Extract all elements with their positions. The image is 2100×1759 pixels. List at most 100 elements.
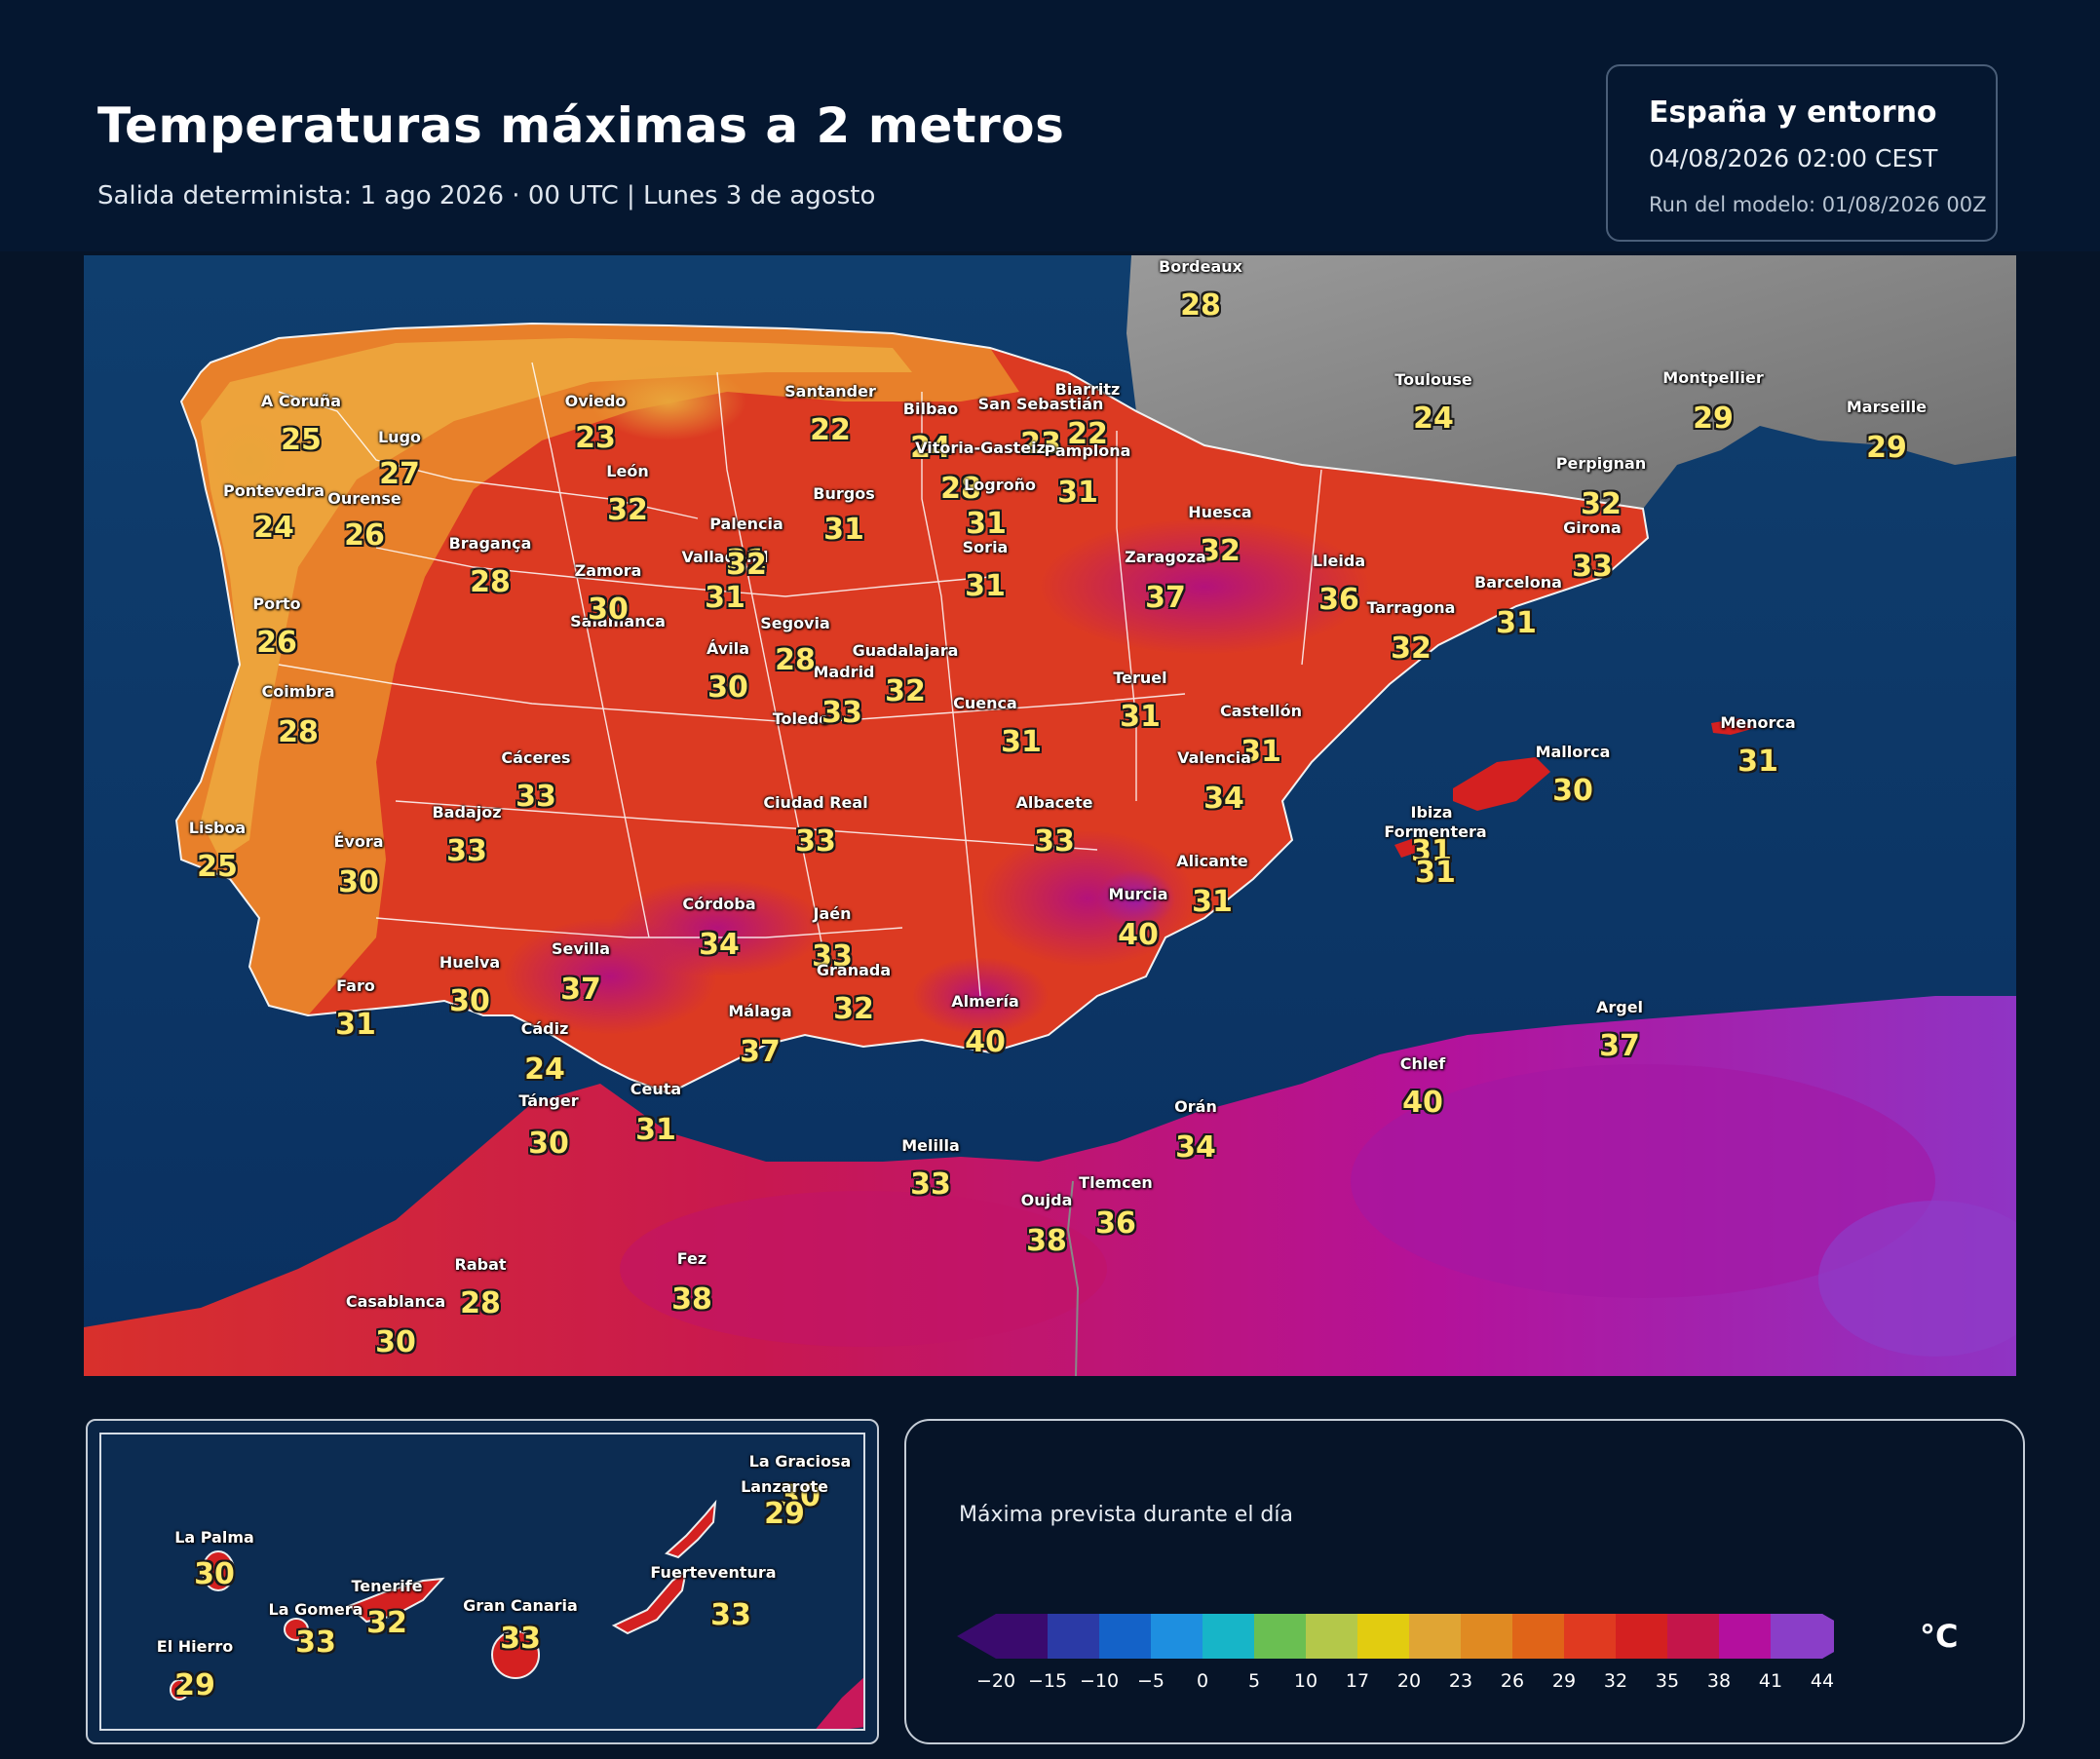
city-name: Bragança <box>448 534 532 553</box>
city-temp: 28 <box>470 565 511 599</box>
colorbar-segment <box>1616 1614 1668 1659</box>
legend-label: Máxima prevista durante el día <box>959 1503 1293 1527</box>
city-temp: 36 <box>1318 583 1359 617</box>
colorbar-tick-label: 10 <box>1293 1670 1318 1692</box>
colorbar-segment <box>1461 1614 1513 1659</box>
city-temp: 33 <box>1572 550 1613 584</box>
city-temp: 37 <box>560 973 601 1007</box>
city-temp: 40 <box>1402 1086 1443 1120</box>
city-name: Ciudad Real <box>763 793 868 812</box>
city-name: Granada <box>816 961 892 979</box>
city-temp: 34 <box>699 928 740 962</box>
city-temp: 30 <box>375 1325 416 1359</box>
city-name: Toledo <box>772 709 830 728</box>
city-name: Rabat <box>454 1255 507 1274</box>
colorbar-segment <box>1357 1614 1410 1659</box>
city-name: Córdoba <box>682 895 756 913</box>
city-name: Formentera <box>1384 822 1487 841</box>
city-name: Casablanca <box>345 1292 446 1311</box>
city-temp: 27 <box>379 457 420 491</box>
city-temp: 30 <box>1552 774 1593 808</box>
city-temp: 29 <box>1866 431 1907 465</box>
island-name: El Hierro <box>156 1637 234 1656</box>
city-temp: 28 <box>1180 288 1221 323</box>
island-name: La Gomera <box>268 1600 363 1619</box>
city-temp: 24 <box>1413 402 1454 436</box>
colorbar-segment <box>1512 1614 1565 1659</box>
city-temp: 23 <box>1020 427 1061 461</box>
inset-background <box>101 1434 863 1729</box>
city-name: Pamplona <box>1044 441 1131 460</box>
city-temp: 24 <box>910 431 951 465</box>
city-name: Ourense <box>327 489 401 508</box>
colorbar-tick-label: 35 <box>1655 1670 1680 1692</box>
colorbar-segment <box>1151 1614 1203 1659</box>
city-name: Segovia <box>760 614 830 632</box>
city-name: Castellón <box>1220 702 1302 720</box>
city-name: Albacete <box>1015 793 1093 812</box>
city-temp: 32 <box>607 493 648 527</box>
city-temp: 38 <box>671 1282 712 1317</box>
city-temp: 31 <box>823 513 864 547</box>
city-temp: 31 <box>635 1113 676 1147</box>
island-temp: 29 <box>764 1497 805 1531</box>
island-temp: 30 <box>194 1557 235 1591</box>
page-subtitle: Salida determinista: 1 ago 2026 · 00 UTC… <box>97 181 876 210</box>
city-temp: 33 <box>1034 824 1075 859</box>
city-name: Toulouse <box>1394 370 1472 389</box>
city-temp: 31 <box>1192 885 1233 919</box>
city-temp: 28 <box>940 472 981 506</box>
city-temp: 24 <box>253 511 294 545</box>
colorbar-tick-label: 29 <box>1551 1670 1577 1692</box>
colorbar-tick-label: 0 <box>1196 1670 1209 1692</box>
city-temp: 32 <box>885 674 926 708</box>
city-temp: 31 <box>1496 606 1537 640</box>
city-temp: 24 <box>524 1052 565 1087</box>
city-name: Coimbra <box>261 682 335 701</box>
island-name: Fuerteventura <box>650 1563 777 1582</box>
city-name: Oujda <box>1020 1191 1073 1209</box>
colorbar-tick-label: 38 <box>1706 1670 1732 1692</box>
city-temp: 31 <box>335 1008 376 1042</box>
city-name: Huelva <box>439 953 501 972</box>
city-temp: 37 <box>1599 1029 1640 1063</box>
island-name: Lanzarote <box>741 1477 828 1496</box>
city-temp: 31 <box>966 507 1007 541</box>
city-temp: 26 <box>344 518 385 553</box>
info-datetime: 04/08/2026 02:00 CEST <box>1649 144 1938 172</box>
city-name: Madrid <box>813 663 875 681</box>
canary-islands-inset[interactable]: La Graciosa 30 Lanzarote 29 La Palma 30 … <box>86 1419 879 1744</box>
city-temp: 28 <box>278 715 319 749</box>
colorbar-tick-label: −15 <box>1027 1670 1068 1692</box>
colorbar-segment <box>1719 1614 1772 1659</box>
city-name: Faro <box>336 976 375 995</box>
city-name: Soria <box>962 538 1009 556</box>
city-temp: 37 <box>740 1035 781 1069</box>
city-name: Tarragona <box>1366 598 1456 617</box>
city-temp: 33 <box>821 696 862 730</box>
main-map[interactable]: Bordeaux 28 A Coruña 25 Lugo 27 Oviedo 23 Sa… <box>84 255 2016 1376</box>
info-box: España y entorno 04/08/2026 02:00 CEST R… <box>1606 64 1998 242</box>
city-name: Sevilla <box>551 939 611 958</box>
city-name: Logroño <box>964 476 1036 494</box>
city-temp: 31 <box>705 581 745 615</box>
city-name: Huesca <box>1188 503 1252 521</box>
island-temp: 33 <box>295 1625 336 1660</box>
city-name: Valencia <box>1177 748 1251 767</box>
colorbar-segment <box>1306 1614 1358 1659</box>
map-background <box>84 255 2016 1376</box>
city-name: Vitoria-Gasteiz <box>915 439 1046 457</box>
city-name: Teruel <box>1113 669 1167 687</box>
colorbar-tick-label: 41 <box>1758 1670 1783 1692</box>
city-temp: 29 <box>1693 402 1734 436</box>
city-name: León <box>606 462 649 480</box>
city-name: Lugo <box>377 428 422 446</box>
island-temp: 33 <box>710 1598 751 1632</box>
city-temp: 23 <box>575 421 616 455</box>
city-name: Guadalajara <box>852 641 959 660</box>
city-name: Ibiza <box>1410 803 1453 822</box>
colorbar-tick-label: 26 <box>1500 1670 1525 1692</box>
city-temp: 28 <box>775 643 816 677</box>
colorbar-over-arrow <box>1822 1614 1834 1659</box>
colorbar-segment <box>1667 1614 1720 1659</box>
